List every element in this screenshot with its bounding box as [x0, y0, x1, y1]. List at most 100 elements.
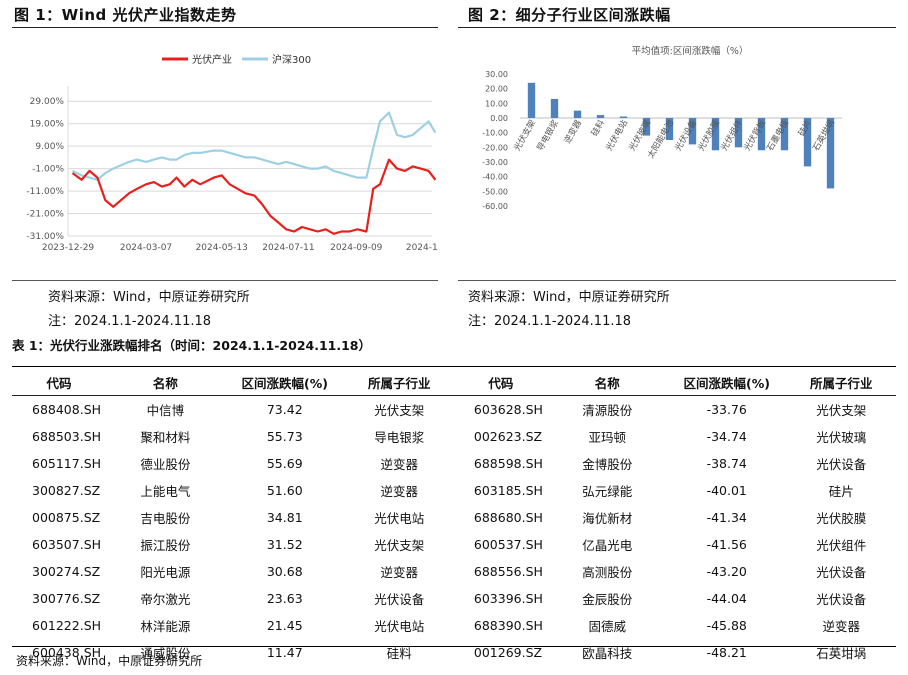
table-cell: 光伏电站 — [374, 511, 425, 526]
table-cell: 688556.SH — [473, 564, 543, 579]
figure2-bottom-rule — [458, 280, 896, 281]
figure2-y-tick-label: -60.00 — [482, 202, 508, 211]
table-header: 代码 名称 区间涨跌幅(%) 所属子行业 代码 名称 区间涨跌幅(%) 所属子行业 — [12, 368, 896, 396]
figure2-bar — [734, 118, 743, 148]
figure2-y-tick-labels: 30.00 20.00 10.00 0.00 -10.00 -20.00 -30.00 -40… — [482, 70, 508, 211]
table-row: 601222.SH 林洋能源 21.45 光伏电站 688390.SH 固德威 -45.88… — [12, 612, 896, 639]
table-row: 300776.SZ 帝尔激光 23.63 光伏设备 603396.SH 金辰股份 -44.0… — [12, 585, 896, 612]
figure1-x-tick-label: 2024-11-15 — [406, 243, 438, 253]
table-cell: 亿晶光电 — [582, 538, 633, 553]
table-cell: -33.76 — [706, 402, 747, 417]
table-cell: 石英坩埚 — [816, 646, 867, 661]
table-cell: 吉电股份 — [140, 511, 191, 526]
figure2-y-tick-label: -40.00 — [482, 173, 508, 182]
table-cell: 林洋能源 — [140, 619, 191, 634]
figure1-x-tick-label: 2023-12-29 — [42, 243, 95, 253]
table-cell: -48.21 — [706, 645, 747, 660]
table-cell: 光伏组件 — [816, 538, 867, 553]
table-cell: 001269.SZ — [473, 645, 543, 660]
table-body: 688408.SH 中信博 73.42 光伏支架 603628.SH 清源股份 -33.76… — [12, 396, 896, 666]
table-cell: -40.01 — [706, 483, 747, 498]
table-cell: 603396.SH — [473, 591, 543, 606]
figure1-title: 图 1：Wind 光伏产业指数走势 — [14, 6, 237, 24]
figure2-title: 图 2：细分子行业区间涨跌幅 — [468, 6, 671, 24]
table-cell: -45.88 — [706, 618, 747, 633]
figure2-category-label: 逆变器 — [562, 118, 585, 146]
table-cell: 光伏支架 — [374, 538, 425, 553]
table-cell: 欧晶科技 — [582, 646, 633, 661]
table-cell: 光伏设备 — [816, 457, 867, 472]
table-cell: 光伏设备 — [374, 592, 425, 607]
figure1-x-tick-label: 2024-09-09 — [330, 243, 383, 253]
table-cell: 亚玛顿 — [588, 430, 627, 445]
table-cell: 德业股份 — [140, 457, 191, 472]
table-cell: -38.74 — [706, 456, 747, 471]
table-cell: -34.74 — [706, 429, 747, 444]
table-cell: 光伏设备 — [816, 592, 867, 607]
table-cell: 金博股份 — [582, 457, 633, 472]
figure1-x-tick-label: 2024-03-07 — [120, 243, 172, 253]
figure2-bar — [619, 116, 628, 118]
table-cell: 31.52 — [266, 537, 303, 552]
table-cell: 73.42 — [266, 402, 303, 417]
figure1-y-tick-label: 9.00% — [35, 142, 64, 152]
figure1-y-tick-label: -1.00% — [32, 165, 64, 175]
figure2-bar — [780, 118, 789, 151]
table-cell: 601222.SH — [32, 618, 102, 633]
figure2-top-rule — [458, 27, 896, 28]
table-cell: 硅片 — [828, 484, 854, 499]
table-cell: 硅料 — [386, 646, 412, 661]
table-cell: 603628.SH — [473, 402, 543, 417]
column-header: 代码 — [46, 375, 72, 391]
table-cell: 聚和材料 — [140, 430, 191, 445]
table-cell: 光伏支架 — [816, 403, 867, 418]
table-cell: 光伏胶膜 — [816, 511, 867, 526]
table-cell: 帝尔激光 — [140, 592, 191, 607]
table-cell: 光伏设备 — [816, 565, 867, 580]
column-header: 所属子行业 — [367, 375, 431, 391]
figure1-y-tick-label: 19.00% — [30, 120, 65, 130]
table-cell: 600537.SH — [473, 537, 543, 552]
table-cell: 阳光电源 — [140, 565, 191, 580]
table-row: 603507.SH 振江股份 31.52 光伏支架 600537.SH 亿晶光电 -41.5… — [12, 531, 896, 558]
ranking-table: 代码 名称 区间涨跌幅(%) 所属子行业 代码 名称 区间涨跌幅(%) 所属子行业 68840… — [12, 368, 896, 666]
table-cell: 34.81 — [266, 510, 303, 525]
table-cell: 55.73 — [266, 429, 303, 444]
table-row: 600438.SH 通威股份 11.47 硅料 001269.SZ 欧晶科技 -48.21 石… — [12, 639, 896, 666]
table-cell: 55.69 — [266, 456, 303, 471]
table-cell: 上能电气 — [140, 484, 191, 499]
table-header-rule — [12, 395, 896, 396]
table-cell: 300827.SZ — [32, 483, 101, 498]
table-row: 688408.SH 中信博 73.42 光伏支架 603628.SH 清源股份 -33.76… — [12, 396, 896, 423]
figure1-y-tick-labels: 29.00% 19.00% 9.00% -1.00% -11.00% -21.00% -31… — [26, 97, 64, 242]
table-cell: -44.04 — [706, 591, 747, 606]
table-cell: 清源股份 — [582, 403, 633, 418]
figure1-line-chart: 29.00% 19.00% 9.00% -1.00% -11.00% -21.00% -31… — [26, 53, 438, 253]
figure2-bar — [550, 98, 559, 118]
figure2-source: 资料来源：Wind，中原证券研究所 — [468, 290, 670, 305]
table-cell: 导电银浆 — [374, 430, 425, 445]
figure2-y-tick-label: -50.00 — [482, 187, 508, 196]
table-cell: 中信博 — [146, 403, 185, 418]
table-cell: 光伏玻璃 — [816, 430, 867, 445]
table-cell: 51.60 — [266, 483, 303, 498]
figure2-y-tick-label: -10.00 — [482, 129, 508, 138]
table-cell: 海优新材 — [582, 511, 633, 526]
figure2-bar — [527, 82, 536, 118]
figure2-category-label: 硅片 — [796, 118, 814, 138]
table-cell: 300274.SZ — [32, 564, 101, 579]
figure2-note: 注：2024.1.1-2024.11.18 — [468, 314, 632, 329]
figure1-y-tick-label: -21.00% — [26, 210, 64, 220]
figure1-legend: 光伏产业 沪深300 — [162, 53, 311, 66]
figure2-y-tick-label: 10.00 — [485, 99, 508, 108]
figure1-series-line — [72, 111, 437, 181]
table-top-rule — [12, 366, 896, 367]
figure2-category-label: 导电银浆 — [535, 118, 562, 153]
table-row: 605117.SH 德业股份 55.69 逆变器 688598.SH 金博股份 -38.74… — [12, 450, 896, 477]
table-cell: 逆变器 — [822, 619, 861, 634]
figure2-bar — [665, 118, 674, 140]
figure2-y-tick-label: 30.00 — [485, 70, 508, 79]
figure1-series-line — [71, 158, 437, 235]
table-cell: 688680.SH — [473, 510, 543, 525]
figure2-bars — [520, 82, 842, 189]
